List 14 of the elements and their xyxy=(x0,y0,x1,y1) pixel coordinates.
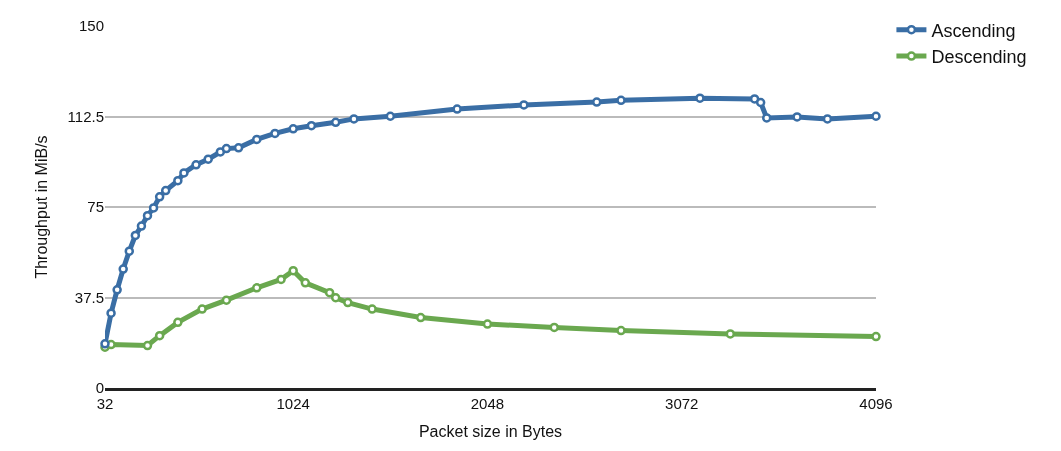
x-tick-label: 32 xyxy=(96,395,114,412)
x-tick-label: 4096 xyxy=(859,395,893,412)
x-tick-label: 2048 xyxy=(470,395,505,412)
y-tick-label: 75 xyxy=(87,198,104,216)
y-tick-label: 0 xyxy=(95,379,104,397)
x-axis-title: Packet size in Bytes xyxy=(418,422,563,440)
y-tick-label: 37.5 xyxy=(74,288,104,306)
y-tick-label: 112.5 xyxy=(67,107,104,125)
y-tick-label: 150 xyxy=(78,17,104,35)
x-tick-label: 1024 xyxy=(276,395,310,412)
legend-label: Ascending xyxy=(931,20,1016,41)
x-tick-label: 3072 xyxy=(665,395,699,412)
y-axis-title: Throughput in MiB/s xyxy=(33,135,51,279)
legend-label: Descending xyxy=(931,47,1027,68)
